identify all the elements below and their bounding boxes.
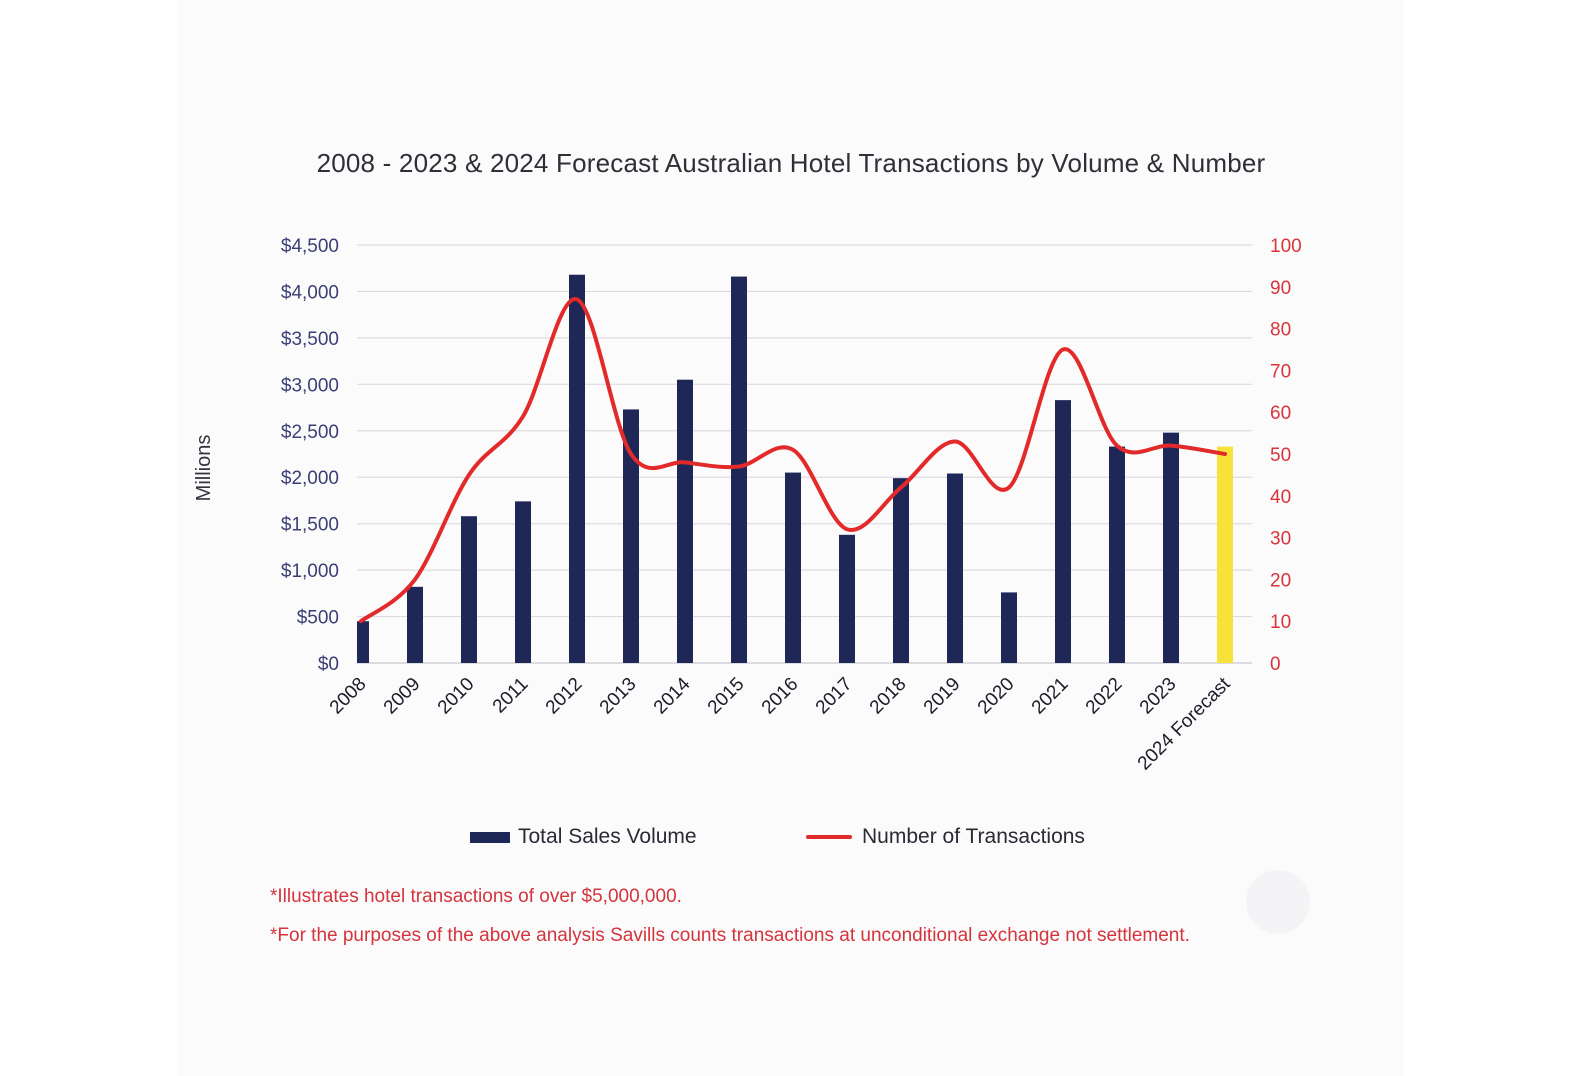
chart-title: 2008 - 2023 & 2024 Forecast Australian H…: [316, 148, 1266, 178]
y-axis-label: Millions: [193, 435, 215, 502]
x-tick-label: 2010: [434, 674, 479, 719]
right-tick-label: 30: [1270, 529, 1291, 550]
bar-2016: [785, 472, 801, 663]
bar-swatch-icon: [470, 831, 510, 843]
bar-series: [357, 274, 1233, 663]
bar-2012: [569, 274, 585, 663]
bar-2013: [623, 409, 639, 663]
x-tick-label: 2011: [489, 674, 533, 718]
x-tick-label: 2022: [1082, 674, 1127, 719]
left-tick-label: $0: [318, 654, 339, 675]
x-tick-label: 2020: [974, 674, 1019, 719]
x-tick-label: 2018: [866, 674, 911, 719]
footnote-threshold: *Illustrates hotel transactions of over …: [270, 886, 682, 907]
x-tick-label: 2023: [1136, 674, 1181, 719]
footnote-methodology: *For the purposes of the above analysis …: [270, 925, 1190, 946]
watermark-icon: [1246, 870, 1310, 934]
x-tick-label: 2012: [542, 674, 587, 719]
legend-label-transactions: Number of Transactions: [862, 825, 1085, 848]
legend-item-sales-volume: Total Sales Volume: [470, 825, 697, 849]
bar-2021: [1055, 400, 1071, 663]
left-tick-label: $1,000: [281, 561, 339, 582]
right-tick-label: 90: [1270, 278, 1291, 299]
bar-2023: [1163, 432, 1179, 663]
legend-item-transactions: Number of Transactions: [806, 825, 1085, 849]
line-swatch-icon: [806, 835, 852, 839]
right-tick-label: 10: [1270, 612, 1291, 633]
left-tick-label: $3,000: [281, 375, 339, 396]
legend: Total Sales Volume Number of Transaction…: [0, 825, 1582, 855]
bar-2017: [839, 534, 855, 663]
bar-2014: [677, 379, 693, 663]
x-tick-label: 2009: [380, 674, 425, 719]
right-tick-label: 70: [1270, 361, 1291, 382]
left-tick-label: $3,500: [281, 329, 339, 350]
left-axis-ticks: $0 $500 $1,000 $1,500 $2,000 $2,500 $3,000 $3,5…: [281, 236, 339, 675]
x-tick-label: 2017: [812, 674, 857, 719]
x-axis-ticks: 2008 2009 2010 2011 2012 2013 2014 2015 2016 2017…: [326, 673, 1235, 774]
bar-2024-forecast: [1217, 446, 1233, 663]
x-tick-label: 2015: [704, 674, 749, 719]
bar-2022: [1109, 446, 1125, 663]
right-tick-label: 100: [1270, 236, 1302, 257]
bar-2015: [731, 276, 747, 663]
left-tick-label: $4,000: [281, 282, 339, 303]
right-tick-label: 0: [1270, 654, 1281, 675]
x-tick-label: 2021: [1028, 674, 1073, 719]
left-tick-label: $2,500: [281, 422, 339, 443]
bar-2009: [407, 586, 423, 663]
bar-2011: [515, 501, 531, 663]
bar-2019: [947, 473, 963, 663]
left-tick-label: $1,500: [281, 515, 339, 536]
bar-2010: [461, 516, 477, 663]
right-tick-label: 60: [1270, 403, 1291, 424]
transactions-line: [359, 297, 1227, 624]
x-tick-label: 2019: [920, 674, 965, 719]
x-tick-label: 2013: [596, 674, 641, 719]
right-tick-label: 20: [1270, 570, 1291, 591]
right-tick-label: 80: [1270, 320, 1291, 341]
x-tick-label: 2016: [758, 674, 803, 719]
left-tick-label: $500: [297, 608, 339, 629]
legend-label-sales-volume: Total Sales Volume: [518, 825, 697, 848]
right-axis-ticks: 0 10 20 30 40 50 60 70 80 90 100: [1270, 236, 1302, 675]
gridlines: [357, 244, 1252, 664]
right-tick-label: 40: [1270, 487, 1291, 508]
x-tick-label: 2014: [650, 673, 695, 718]
bar-2020: [1001, 592, 1017, 663]
line-series: [359, 297, 1227, 624]
left-tick-label: $4,500: [281, 236, 339, 257]
left-tick-label: $2,000: [281, 468, 339, 489]
x-tick-label: 2008: [326, 674, 371, 719]
bar-2008: [357, 621, 369, 663]
right-tick-label: 50: [1270, 445, 1291, 466]
bar-2018: [893, 478, 909, 663]
x-tick-label: 2024 Forecast: [1134, 673, 1235, 774]
